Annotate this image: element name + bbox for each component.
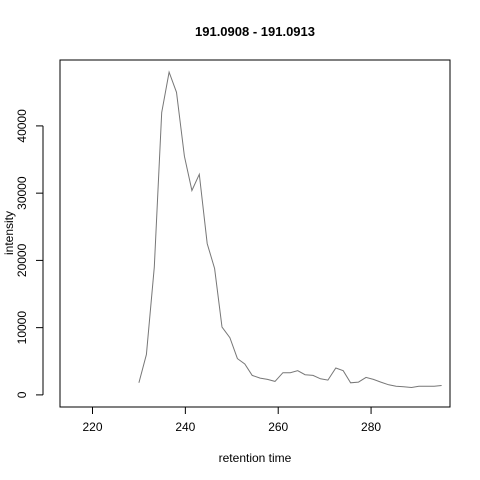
x-axis: 220 240 260 280 (82, 406, 381, 434)
x-tick-label: 260 (268, 420, 288, 434)
y-axis: 0 10000 20000 30000 40000 (15, 109, 44, 398)
y-axis-label: intensity (2, 211, 16, 255)
y-tick-label: 20000 (15, 243, 29, 277)
y-tick-label: 10000 (15, 311, 29, 345)
x-tick-label: 280 (361, 420, 381, 434)
plot-frame (59, 59, 451, 408)
x-tick-label: 220 (82, 420, 102, 434)
x-axis-label: retention time (219, 451, 292, 465)
y-tick-label: 0 (15, 391, 29, 398)
plot-series (138, 70, 442, 389)
y-tick-label: 40000 (15, 109, 29, 143)
series-line (138, 70, 442, 389)
chart-title: 191.0908 - 191.0913 (195, 24, 315, 39)
y-tick-label: 30000 (15, 176, 29, 210)
x-tick-label: 240 (175, 420, 195, 434)
